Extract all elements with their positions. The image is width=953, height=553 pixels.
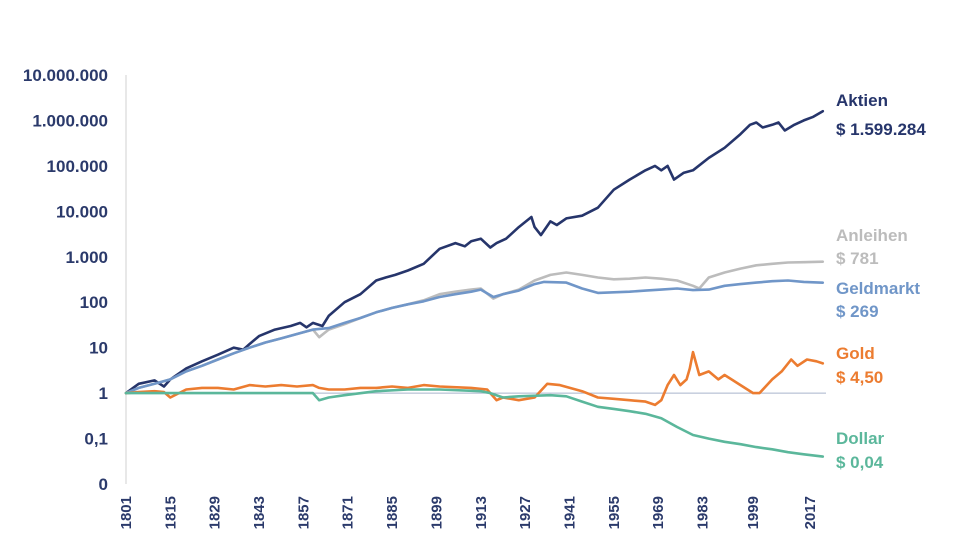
series-line-dollar	[124, 388, 825, 458]
x-axis: 1801 1815 1829 1843 1857 1871 1885 1899 1913 1927…	[118, 496, 819, 529]
series-name-label: Dollar	[836, 429, 885, 448]
series-line-gold	[124, 350, 825, 407]
y-axis: 10.000.0001.000.000100.00010.0001.000100…	[23, 66, 127, 494]
series-line-aktien	[124, 109, 825, 395]
series-line-anleihen	[124, 260, 825, 395]
x-tick-label: 1913	[473, 496, 490, 529]
x-tick-label: 1857	[295, 496, 312, 529]
series-value-label: $ 0,04	[836, 453, 884, 472]
series-name-label: Anleihen	[836, 226, 908, 245]
series-value-label: $ 269	[836, 302, 879, 321]
y-tick-label: 0,1	[84, 430, 108, 449]
y-tick-label: 10.000	[56, 202, 108, 221]
x-tick-label: 1927	[517, 496, 534, 529]
series-name-label: Gold	[836, 344, 875, 363]
y-tick-label: 1.000	[65, 248, 108, 267]
series-name-label: Geldmarkt	[836, 279, 920, 298]
x-tick-label: 1941	[561, 496, 578, 529]
series-name-label: Aktien	[836, 91, 888, 110]
series-value-label: $ 781	[836, 249, 879, 268]
y-tick-label: 1	[99, 384, 108, 403]
y-tick-label: 1.000.000	[32, 111, 108, 130]
x-tick-label: 1843	[251, 496, 268, 529]
x-tick-label: 1801	[118, 496, 135, 529]
x-tick-label: 2017	[802, 496, 819, 529]
plot-area	[124, 109, 826, 458]
x-tick-label: 1829	[207, 496, 224, 529]
series-line-geldmarkt	[124, 279, 825, 395]
series-labels: Aktien $ 1.599.284 Anleihen $ 781 Geldmarkt $…	[836, 91, 926, 472]
y-tick-label: 0	[99, 475, 108, 494]
y-tick-label: 10.000.000	[23, 66, 108, 85]
x-tick-label: 1871	[340, 496, 357, 529]
x-tick-label: 1969	[650, 496, 667, 529]
x-tick-label: 1955	[606, 496, 623, 529]
y-tick-label: 100	[80, 293, 108, 312]
y-tick-label: 100.000	[47, 157, 108, 176]
x-tick-label: 1899	[428, 496, 445, 529]
x-tick-label: 1999	[745, 496, 762, 529]
x-tick-label: 1983	[694, 496, 711, 529]
y-tick-label: 10	[89, 339, 108, 358]
x-tick-label: 1885	[384, 496, 401, 529]
series-value-label: $ 1.599.284	[836, 120, 926, 139]
x-tick-label: 1815	[162, 496, 179, 529]
series-value-label: $ 4,50	[836, 368, 883, 387]
